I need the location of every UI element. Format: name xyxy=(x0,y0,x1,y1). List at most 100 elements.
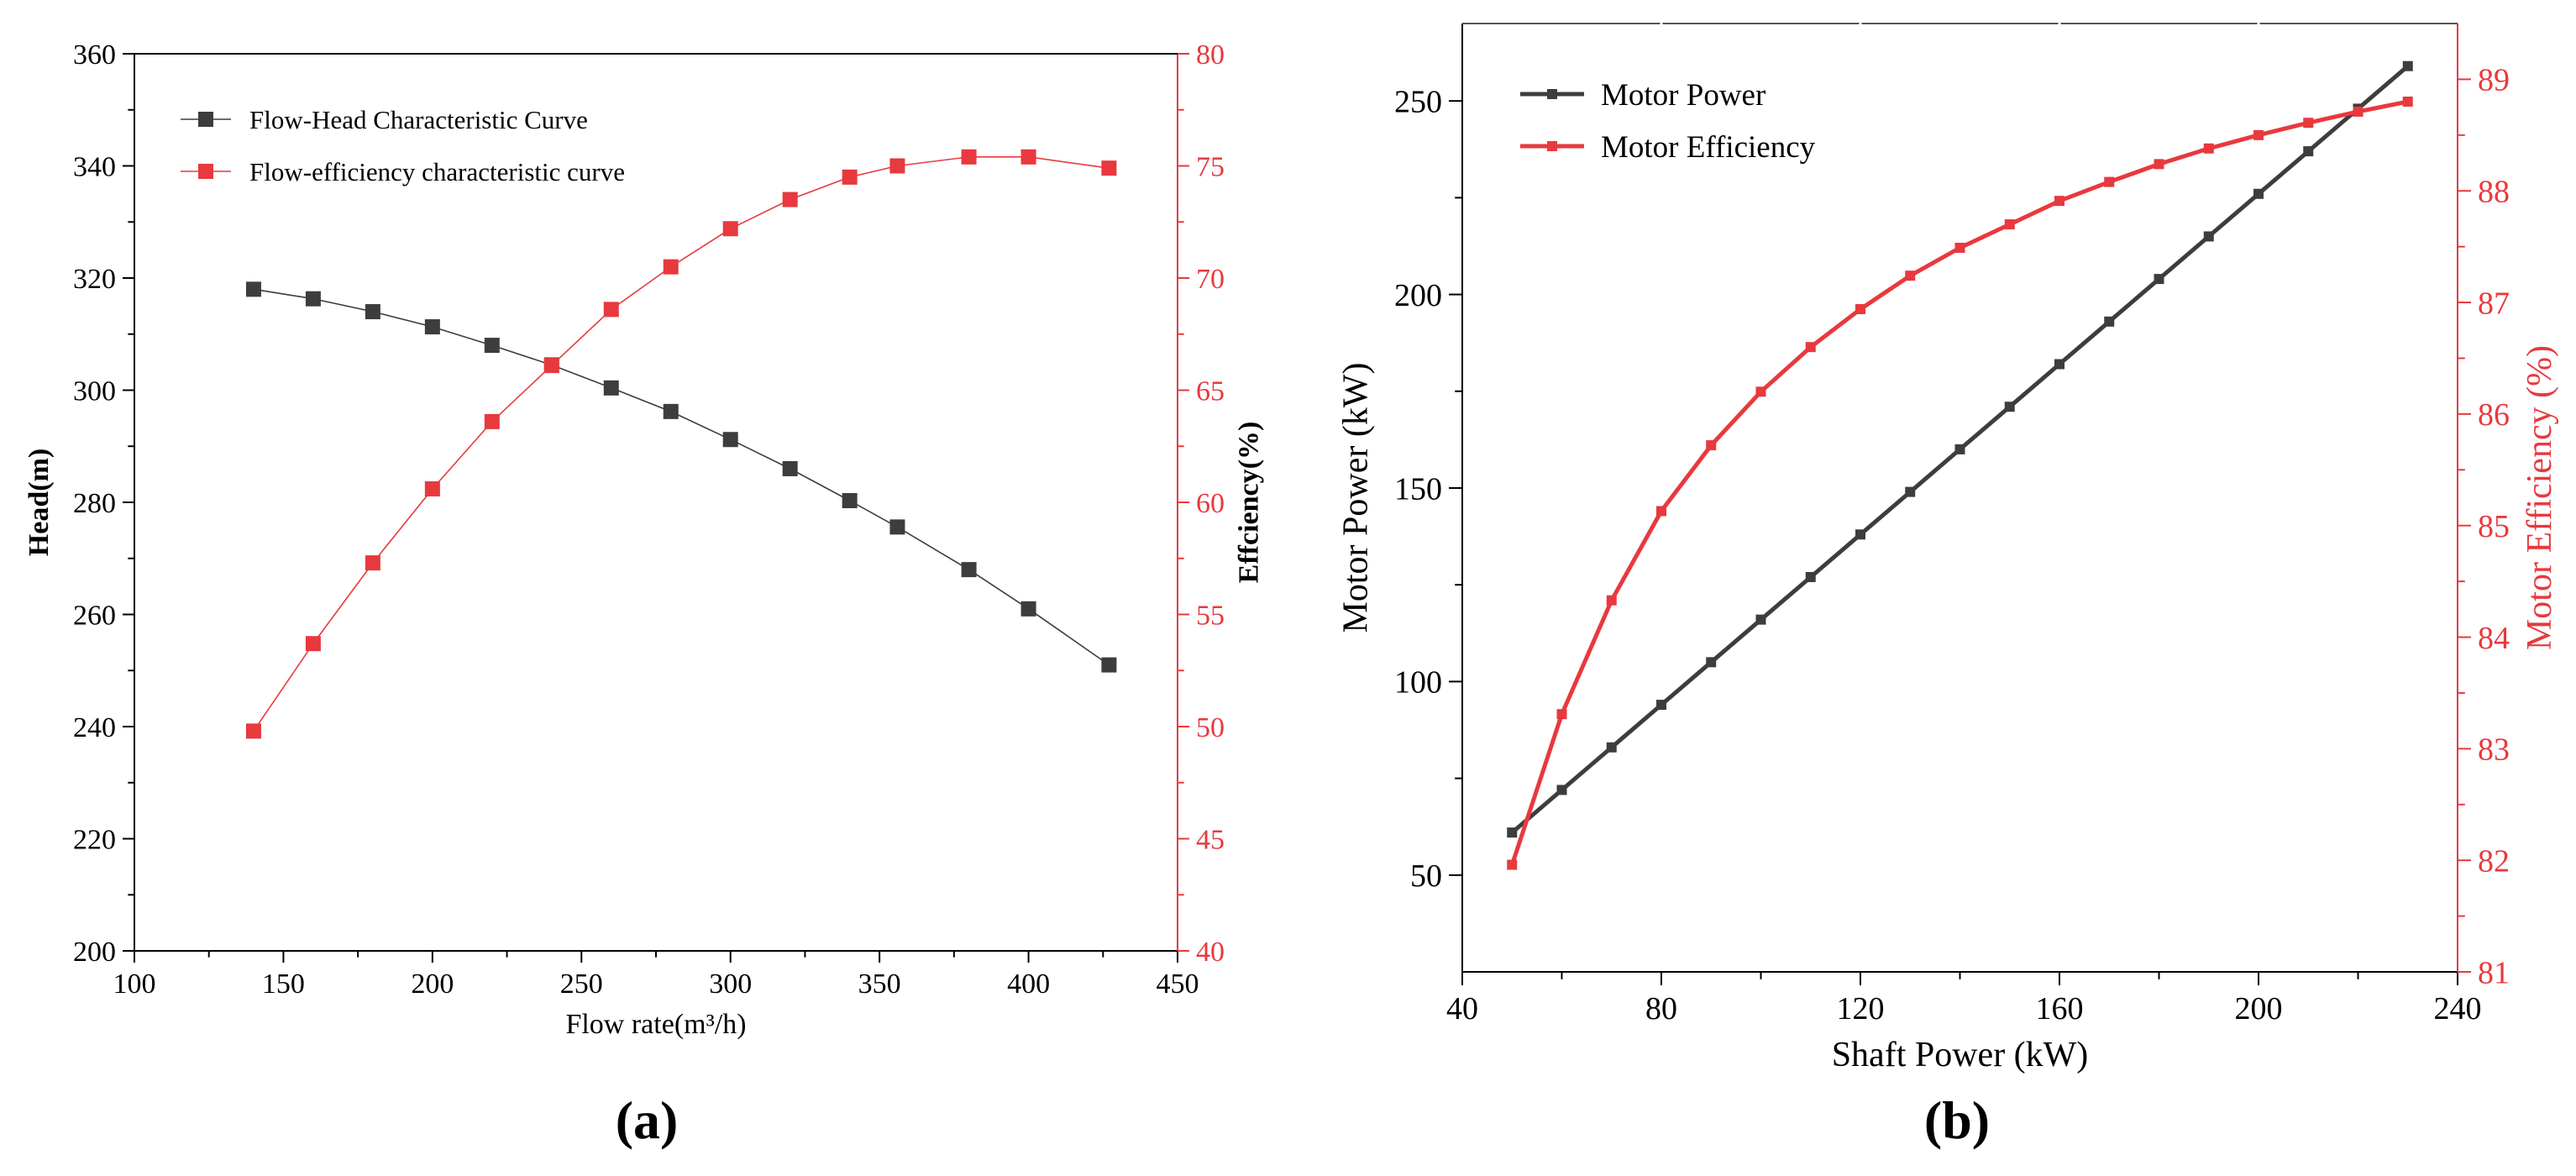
x-tick-label: 200 xyxy=(411,969,454,1000)
y-right-tick-label: 87 xyxy=(2478,286,2510,321)
data-point-series-2 xyxy=(961,149,977,165)
x-tick-label: 160 xyxy=(2036,991,2084,1026)
data-point-series-1 xyxy=(424,319,440,335)
y-left-tick-label: 50 xyxy=(1410,858,1442,894)
legend-label-1: Flow-Head Characteristic Curve xyxy=(249,105,588,134)
y-left-tick-label: 260 xyxy=(73,600,116,631)
y-axis-left-title: Head(m) xyxy=(24,449,55,556)
data-point-series-1 xyxy=(245,281,261,297)
data-point-series-1 xyxy=(842,492,858,508)
x-axis-title: Flow rate(m³/h) xyxy=(565,1009,746,1040)
data-point-series-1 xyxy=(2054,359,2064,370)
y-right-tick-label: 82 xyxy=(2478,843,2510,879)
data-point-series-1 xyxy=(1101,657,1117,673)
y-axis-left-title: Motor Power (kW) xyxy=(1336,363,1375,633)
x-tick-label: 200 xyxy=(2235,991,2283,1026)
panel-b-label: (b) xyxy=(1924,1090,1990,1150)
data-point-series-2 xyxy=(2004,219,2015,230)
data-point-series-1 xyxy=(663,403,679,419)
x-tick-label: 450 xyxy=(1157,969,1199,1000)
data-point-series-1 xyxy=(1954,444,1965,454)
data-point-series-1 xyxy=(1606,742,1617,753)
x-axis-title: Shaft Power (kW) xyxy=(1832,1036,2089,1074)
data-point-series-2 xyxy=(2253,129,2264,140)
data-point-series-2 xyxy=(1905,270,1916,281)
data-point-series-1 xyxy=(1805,571,1816,582)
data-point-series-2 xyxy=(484,413,500,429)
data-point-series-1 xyxy=(722,432,738,448)
data-point-series-2 xyxy=(543,358,559,374)
data-point-series-2 xyxy=(1855,304,1865,315)
data-point-series-2 xyxy=(782,192,798,207)
legend-label-1: Motor Power xyxy=(1601,78,1765,113)
legend-marker-1 xyxy=(1547,89,1557,99)
data-point-series-2 xyxy=(1805,342,1816,353)
y-right-tick-label: 45 xyxy=(1196,824,1225,855)
y-right-tick-label: 81 xyxy=(2478,955,2510,990)
y-right-tick-label: 86 xyxy=(2478,397,2510,433)
data-point-series-1 xyxy=(889,519,905,535)
data-point-series-2 xyxy=(2303,118,2314,129)
chart-panel-a: 100 150 200 250 300 350 400 450 200 220 240 260 280 3… xyxy=(24,39,1264,1040)
data-point-series-2 xyxy=(842,169,858,185)
data-point-series-2 xyxy=(1656,506,1666,517)
x-tick-label: 400 xyxy=(1007,969,1050,1000)
x-tick-label: 40 xyxy=(1446,991,1478,1026)
y-right-tick-label: 89 xyxy=(2478,63,2510,98)
data-point-series-2 xyxy=(2154,159,2164,170)
x-tick-label: 150 xyxy=(262,969,305,1000)
data-point-series-2 xyxy=(305,636,321,652)
data-point-series-1 xyxy=(2253,188,2264,199)
data-point-series-2 xyxy=(424,480,440,496)
y-left-tick-label: 340 xyxy=(73,151,116,182)
y-axis-right-title: Effciency(%) xyxy=(1234,422,1265,584)
y-right-tick-label: 88 xyxy=(2478,175,2510,210)
data-point-series-1 xyxy=(1755,614,1766,625)
data-point-series-1 xyxy=(2303,146,2314,157)
data-point-series-2 xyxy=(722,221,738,237)
y-right-tick-label: 40 xyxy=(1196,937,1225,968)
y-left-tick-label: 240 xyxy=(73,712,116,743)
y-right-tick-label: 50 xyxy=(1196,712,1225,743)
legend-marker-2 xyxy=(198,164,213,179)
series-line-2 xyxy=(253,156,1110,732)
x-tick-label: 100 xyxy=(113,969,156,1000)
data-point-series-1 xyxy=(1507,827,1518,838)
data-point-series-1 xyxy=(1656,700,1666,711)
y-right-tick-label: 84 xyxy=(2478,621,2510,656)
legend-label-2: Motor Efficiency xyxy=(1601,130,1816,165)
y-left-tick-label: 320 xyxy=(73,264,116,295)
y-right-tick-label: 80 xyxy=(1196,39,1225,71)
y-left-tick-label: 280 xyxy=(73,488,116,519)
data-point-series-1 xyxy=(365,304,380,320)
data-point-series-2 xyxy=(2054,196,2064,207)
y-left-tick-label: 200 xyxy=(73,937,116,968)
y-left-tick-label: 100 xyxy=(1394,665,1442,701)
y-right-tick-label: 83 xyxy=(2478,732,2510,768)
data-point-series-1 xyxy=(305,291,321,307)
y-left-tick-label: 220 xyxy=(73,824,116,855)
panel-a-label: (a) xyxy=(616,1090,679,1150)
data-point-series-1 xyxy=(2402,60,2413,71)
data-point-series-1 xyxy=(603,380,619,396)
legend-label-2: Flow-efficiency characteristic curve xyxy=(249,157,625,186)
y-right-tick-label: 75 xyxy=(1196,151,1225,182)
x-tick-label: 350 xyxy=(858,969,901,1000)
y-right-tick-label: 60 xyxy=(1196,488,1225,519)
data-point-series-2 xyxy=(1954,242,1965,253)
legend-marker-2 xyxy=(1547,141,1557,151)
data-point-series-2 xyxy=(2353,106,2364,117)
data-point-series-1 xyxy=(1706,657,1717,668)
data-point-series-2 xyxy=(1507,859,1518,870)
data-point-series-2 xyxy=(1755,386,1766,397)
data-point-series-1 xyxy=(484,338,500,354)
data-point-series-2 xyxy=(2203,143,2214,154)
y-right-tick-label: 55 xyxy=(1196,600,1225,631)
data-point-series-1 xyxy=(782,460,798,476)
data-point-series-1 xyxy=(1020,601,1036,617)
data-point-series-1 xyxy=(1855,529,1865,540)
data-point-series-1 xyxy=(2154,274,2164,285)
data-point-series-2 xyxy=(1101,160,1117,176)
y-left-tick-label: 360 xyxy=(73,39,116,71)
data-point-series-2 xyxy=(889,158,905,174)
